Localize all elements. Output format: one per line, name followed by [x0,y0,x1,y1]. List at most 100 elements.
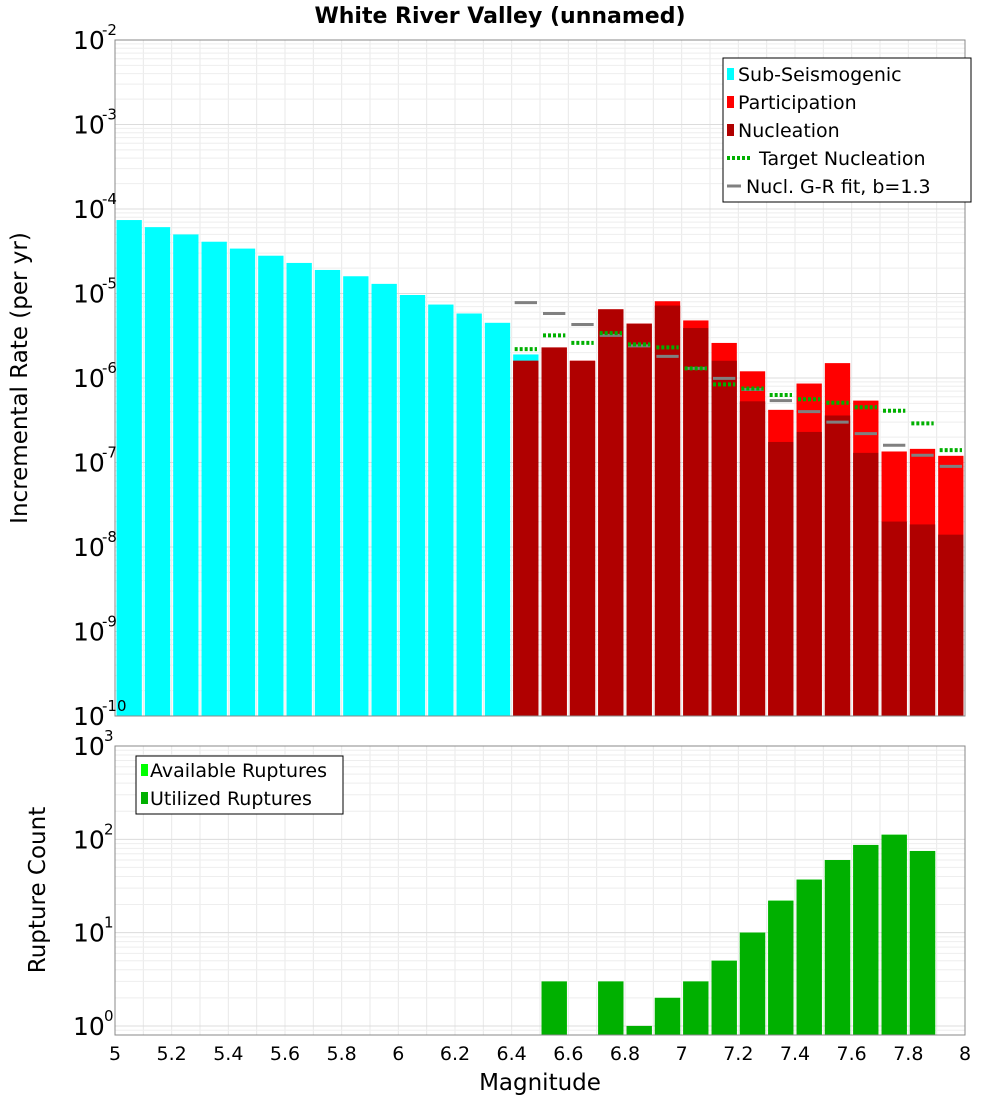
y-tick-exponent: -10 [102,697,127,715]
y-tick-exponent: 1 [104,914,114,932]
y-tick-exponent: 2 [104,820,114,838]
x-tick-label: 7.8 [893,1043,923,1065]
utilized-ruptures-bar [768,900,794,1035]
legend-box [135,755,344,815]
y-tick-label: 10 0 [73,1007,114,1041]
sub-seismogenic-bar [456,313,482,716]
x-tick-label: 8 [959,1043,971,1065]
utilized-ruptures-bar [541,981,567,1035]
y-tick-exponent: 3 [104,727,114,745]
x-tick-label: 5.8 [327,1043,357,1065]
nucleation-bar [768,441,794,716]
legend-label: Nucl. G-R fit, b=1.3 [746,176,931,198]
sub-seismogenic-bar [116,220,142,716]
legend-swatch [727,124,734,136]
sub-seismogenic-bar [371,283,397,716]
utilized-ruptures-bar [796,879,822,1035]
utilized-ruptures-bar [598,981,624,1035]
x-tick-label: 5 [109,1043,121,1065]
nucleation-bar [938,534,964,716]
y-tick-label: 10 1 [73,914,114,948]
y-tick-label: 10 3 [73,727,114,761]
y-tick-exponent: 0 [104,1007,114,1025]
x-tick-label: 7.4 [780,1043,810,1065]
y-tick-label: 10-10 [73,697,127,731]
nucleation-bar [853,452,879,716]
legend-label: Sub-Seismogenic [738,64,902,86]
y-tick-base: 10 [73,280,105,309]
legend-swatch [141,792,148,804]
y-tick-base: 10 [73,449,105,478]
x-tick-label: 6.6 [553,1043,583,1065]
top-grid [114,39,966,717]
y-tick-exponent: -7 [102,444,117,462]
legend-label: Nucleation [738,120,840,142]
legend-swatch [727,96,734,108]
y-tick-base: 10 [73,195,105,224]
y-tick-exponent: -8 [102,528,117,546]
bottom-bars [541,834,936,1035]
y-tick-label: 10-2 [73,21,117,55]
y-tick-exponent: -6 [102,359,117,377]
top-bars [116,220,964,717]
legend-item-nucl-g-r-fit-b-1-3: Nucl. G-R fit, b=1.3 [727,176,931,198]
nucleation-bar [541,347,567,716]
y-tick-label: 10-5 [73,275,117,309]
top-panel: 10-210-310-410-510-610-710-810-910-10 In… [7,21,972,731]
x-tick-label: 6 [392,1043,404,1065]
nucleation-bar [909,524,936,716]
legend-label: Participation [738,92,857,114]
sub-seismogenic-bar [229,248,256,716]
x-tick-label: 6.2 [440,1043,470,1065]
sub-seismogenic-bar [428,304,454,716]
y-tick-base: 10 [73,702,105,731]
x-tick-label: 7.2 [723,1043,753,1065]
sub-seismogenic-bar [144,227,171,716]
top-plot-frame [114,39,966,717]
x-axis-label: Magnitude [479,1070,601,1096]
utilized-ruptures-bar [711,960,737,1035]
nucleation-bar [569,360,596,716]
top-lines [514,301,962,468]
nucleation-bar [598,309,624,716]
y-tick-label: 10-9 [73,613,117,647]
y-tick-base: 10 [73,111,105,140]
legend-item-utilized-ruptures: Utilized Ruptures [141,788,312,810]
nucleation-bar [796,431,822,716]
legend-item-participation: Participation [727,92,857,114]
legend-label: Available Ruptures [150,760,327,782]
y-tick-exponent: -2 [102,21,117,39]
utilized-ruptures-bar [853,844,879,1035]
y-tick-label: 10-7 [73,444,117,478]
legend-swatch [727,68,734,80]
x-ticks: 5 5.2 5.4 5.6 5.8 6 6.2 6.4 6.6 6.8 7 7.2 7.4 7.6 7.8 8 [109,1043,971,1065]
sub-seismogenic-bar [286,262,312,716]
sub-seismogenic-bar [399,294,426,716]
bottom-y-axis-label: Rupture Count [25,807,51,973]
y-tick-label: 10-6 [73,359,117,393]
utilized-ruptures-bar [626,1025,652,1035]
legend-swatch [141,764,148,776]
sub-seismogenic-bar [484,322,511,716]
y-tick-base: 10 [73,919,105,948]
nucleation-bar [683,328,709,716]
x-tick-label: 5.4 [213,1043,243,1065]
sub-seismogenic-bar [201,241,227,716]
y-tick-base: 10 [73,618,105,647]
y-tick-base: 10 [73,533,105,562]
y-tick-base: 10 [73,26,105,55]
legend-item-target-nucleation: Target Nucleation [727,148,926,170]
nucleation-bar [824,415,851,716]
utilized-ruptures-bar [824,860,851,1035]
y-tick-base: 10 [73,364,105,393]
top-legend: Sub-Seismogenic Participation Nucleation Ta… [722,57,972,203]
sub-seismogenic-bar [314,269,341,716]
y-tick-exponent: -4 [102,190,117,208]
y-tick-label: 10-4 [73,190,117,224]
utilized-ruptures-bar [683,981,709,1035]
x-tick-label: 7.6 [837,1043,867,1065]
chart-title: White River Valley (unnamed) [314,4,685,29]
utilized-ruptures-bar [881,834,907,1035]
